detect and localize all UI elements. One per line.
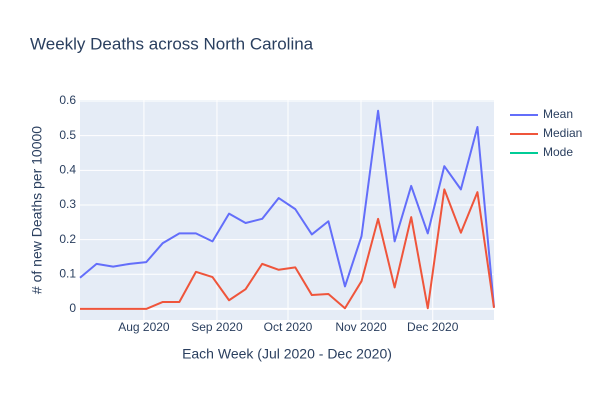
y-tick-label: 0.4 — [59, 163, 76, 177]
y-tick-label: 0.6 — [59, 93, 76, 107]
y-tick-label: 0.2 — [59, 232, 76, 246]
y-axis-title: # of new Deaths per 10000 — [29, 126, 45, 294]
x-axis-title: Each Week (Jul 2020 - Dec 2020) — [182, 346, 392, 362]
x-tick-label: Dec 2020 — [407, 320, 459, 334]
line — [79, 109, 495, 308]
line — [80, 188, 495, 310]
x-tick-label: Nov 2020 — [335, 320, 387, 334]
x-tick-label: Oct 2020 — [264, 320, 313, 334]
x-tick-label: Aug 2020 — [118, 320, 170, 334]
legend-label: Mean — [543, 107, 573, 121]
chart-title: Weekly Deaths across North Carolina — [30, 34, 314, 53]
plot-area — [80, 100, 494, 320]
legend-label: Median — [543, 126, 582, 140]
legend-label: Mode — [543, 145, 573, 159]
y-tick-label: 0.3 — [59, 197, 76, 211]
y-tick-label: 0.5 — [59, 128, 76, 142]
y-tick-label: 0.1 — [59, 266, 76, 280]
y-tick-label: 0 — [69, 301, 76, 315]
x-tick-label: Sep 2020 — [191, 320, 243, 334]
